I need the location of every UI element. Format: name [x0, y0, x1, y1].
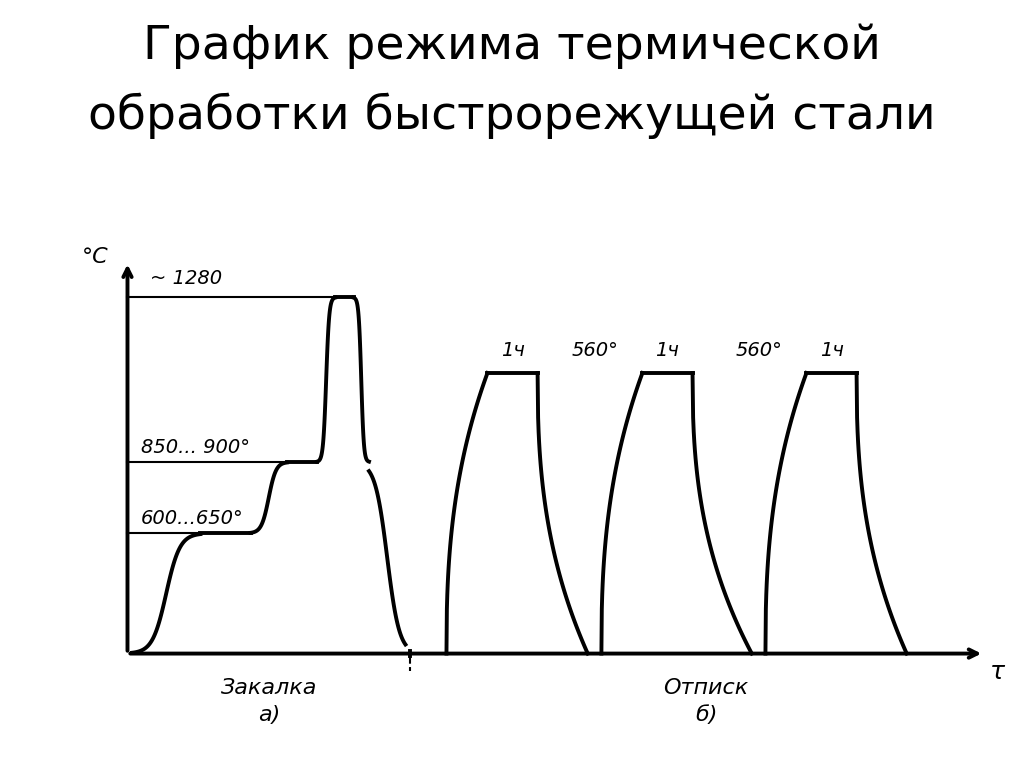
Text: Закалка: Закалка: [220, 678, 317, 698]
Text: б): б): [695, 705, 718, 725]
Text: а): а): [258, 705, 280, 725]
Text: 850... 900°: 850... 900°: [141, 438, 250, 457]
Text: 560°: 560°: [735, 340, 782, 359]
Text: °C: °C: [82, 247, 109, 267]
Text: 600...650°: 600...650°: [141, 509, 244, 528]
Text: обработки быстрорежущей стали: обработки быстрорежущей стали: [88, 92, 936, 138]
Text: 560°: 560°: [571, 340, 618, 359]
Text: Отписк: Отписк: [664, 678, 749, 698]
Text: 1ч: 1ч: [655, 340, 679, 359]
Text: 1ч: 1ч: [501, 340, 524, 359]
Text: График режима термической: График режима термической: [143, 23, 881, 68]
Text: τ: τ: [990, 660, 1006, 684]
Text: ~ 1280: ~ 1280: [151, 270, 222, 288]
Text: 1ч: 1ч: [819, 340, 844, 359]
